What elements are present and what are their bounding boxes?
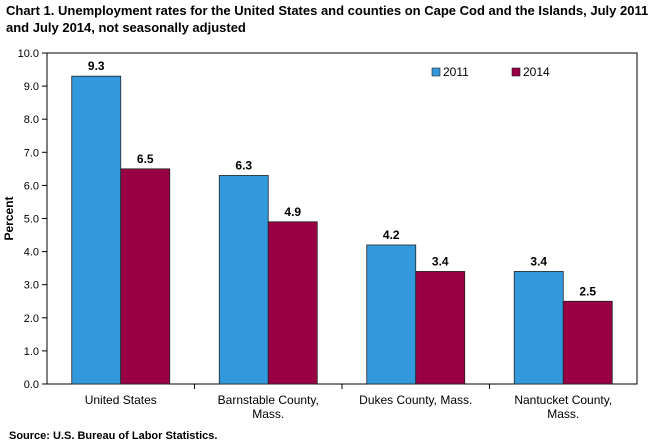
bar-2011-3: [513, 271, 564, 385]
bar-2014-0: [120, 168, 171, 385]
data-label: 6.5: [137, 152, 154, 166]
x-tick-label: Nantucket County, Mass.: [514, 393, 612, 421]
x-tick-label: Dukes County, Mass.: [359, 393, 472, 407]
y-tick-label: 7.0: [24, 147, 39, 159]
y-tick-label: 8.0: [24, 114, 39, 126]
data-label: 9.3: [88, 59, 105, 73]
y-tick-label: 3.0: [24, 280, 39, 292]
bar-2014-3: [562, 300, 613, 385]
data-label: 3.4: [432, 254, 449, 268]
data-label: 6.3: [235, 158, 252, 172]
legend-label-2014: 2014: [523, 65, 550, 79]
y-tick-label: 6.0: [24, 180, 39, 192]
bar-2014-1: [267, 221, 318, 385]
bar-2011-1: [218, 175, 269, 385]
x-tick-label: Barnstable County, Mass.: [218, 393, 319, 421]
bar-2011-2: [366, 244, 417, 385]
y-tick-label: 10.0: [18, 48, 39, 60]
y-tick-label: 9.0: [24, 81, 39, 93]
data-label: 4.2: [383, 228, 400, 242]
source-note: Source: U.S. Bureau of Labor Statistics.: [9, 430, 218, 442]
data-label: 4.9: [284, 205, 301, 219]
y-tick-label: 5.0: [24, 214, 39, 226]
y-axis-label: Percent: [2, 196, 16, 240]
x-tick-label: United States: [85, 393, 157, 407]
data-label: 2.5: [579, 284, 596, 298]
y-tick-label: 1.0: [24, 346, 39, 358]
legend-swatch-2014: [511, 67, 521, 77]
bar-2011-0: [71, 75, 122, 385]
y-tick-label: 4.0: [24, 247, 39, 259]
y-tick-label: 2.0: [24, 313, 39, 325]
chart-title: Chart 1. Unemployment rates for the Unit…: [6, 3, 649, 35]
bar-2014-2: [415, 271, 466, 385]
legend-label-2011: 2011: [443, 65, 469, 79]
data-label: 3.4: [530, 254, 547, 268]
legend-swatch-2011: [431, 67, 441, 77]
y-tick-label: 0.0: [24, 379, 39, 391]
